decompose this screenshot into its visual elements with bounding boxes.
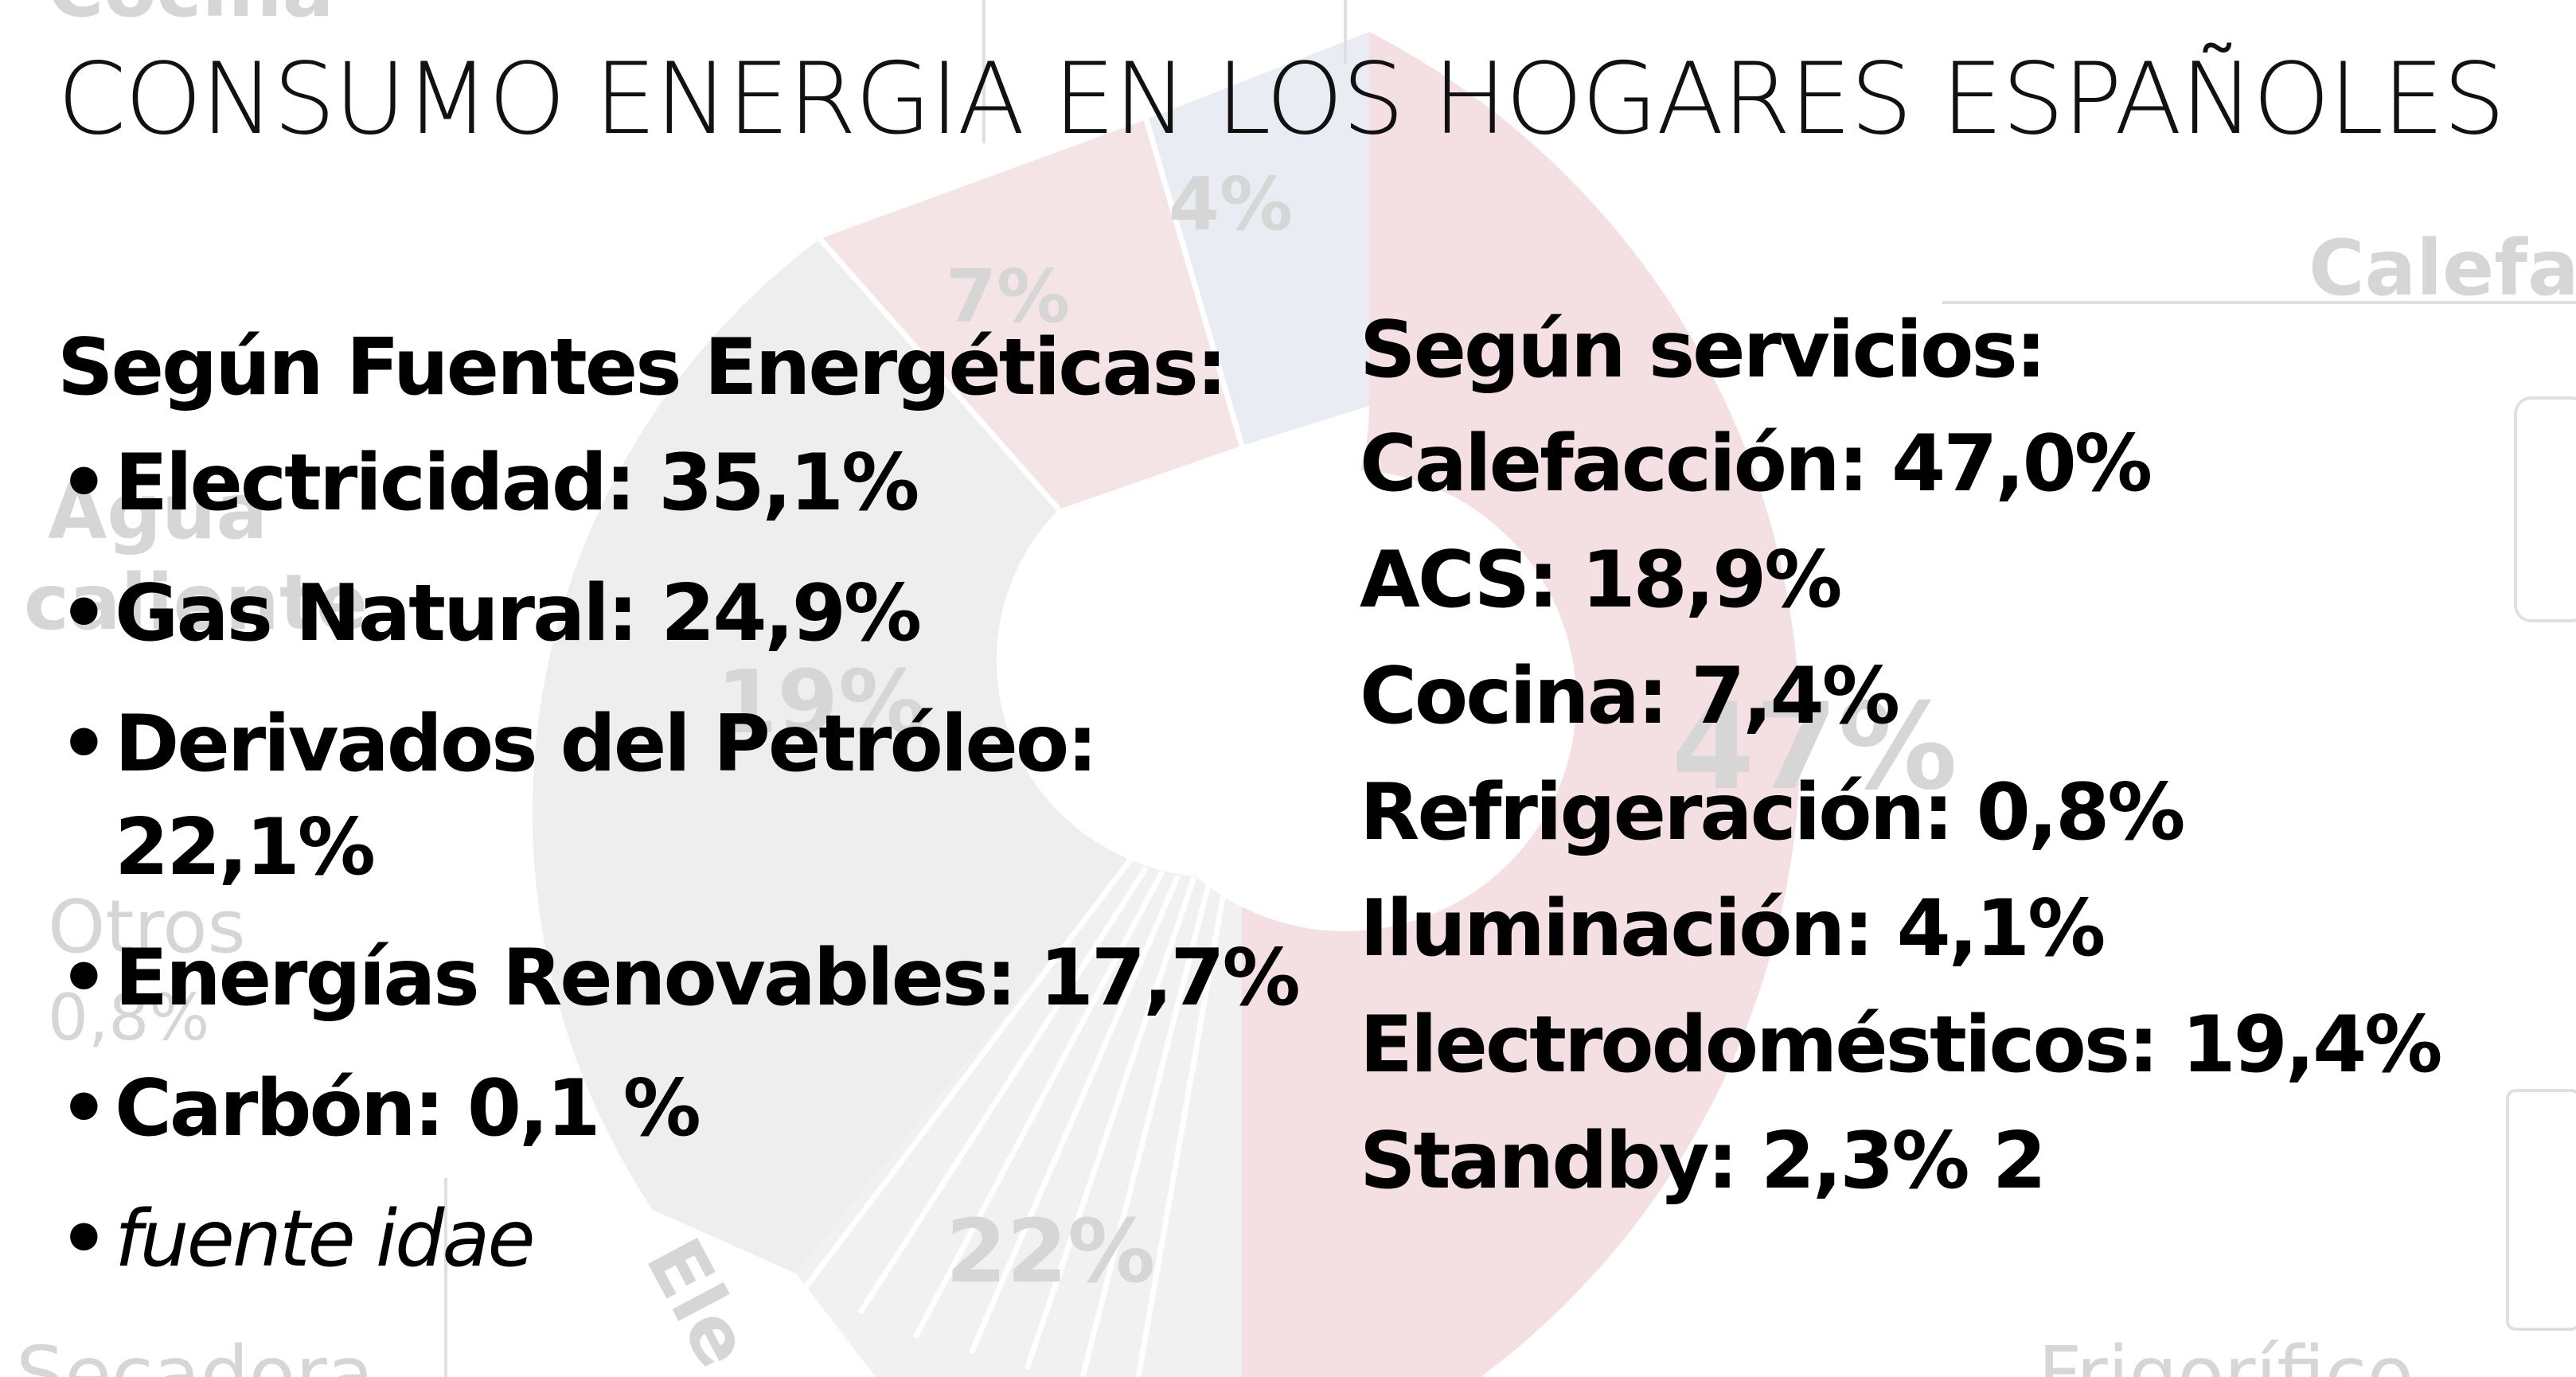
list-item: Iluminación: 4,1% xyxy=(1360,884,2106,974)
list-item: • Electricidad: 35,1% xyxy=(57,431,1299,535)
services-heading: Según servicios: xyxy=(1360,305,2047,396)
bg-label-cocina: Cocina xyxy=(48,0,334,34)
list-item-text: Gas Natural: 24,9% xyxy=(115,568,922,659)
source-note: fuente idae xyxy=(115,1194,536,1285)
list-item: Standby: 2,3% 2 xyxy=(1360,1116,2047,1207)
bullet-dot: • xyxy=(59,1194,109,1285)
bullet-dot: • xyxy=(59,438,109,529)
list-item-text: Energías Renovables: 17,7% xyxy=(115,933,1301,1024)
bullet-dot: • xyxy=(59,699,109,790)
bg-label-frigorifico: Frigorífico xyxy=(2038,1330,2414,1377)
list-item-text: Derivados del Petróleo: 22,1% xyxy=(115,699,1098,893)
list-item-text: Electricidad: 35,1% xyxy=(115,438,919,529)
sources-heading: Según Fuentes Energéticas: xyxy=(57,322,1228,413)
bg-label-agua: Agua xyxy=(48,467,267,556)
bg-label-calefa: Calefa xyxy=(2309,224,2576,313)
list-item: Electrodomésticos: 19,4% xyxy=(1360,1000,2442,1090)
list-item: • fuente idae xyxy=(57,1188,1299,1291)
list-item: • Derivados del Petróleo: 22,1% xyxy=(57,692,1299,899)
bg-label-22: 22% xyxy=(946,1200,1155,1302)
bg-label-7: 7% xyxy=(946,254,1070,339)
bg-label-19: 19% xyxy=(716,651,926,753)
list-item: • Energías Renovables: 17,7% xyxy=(57,926,1301,1030)
list-item: • Carbón: 0,1 % xyxy=(57,1057,1299,1161)
bg-label-caliente: caliente xyxy=(24,558,368,647)
slide-title: CONSUMO ENERGIA EN LOS HOGARES ESPAÑOLES xyxy=(57,42,2505,157)
bg-label-otros: Otros xyxy=(48,884,246,969)
list-item: Refrigeración: 0,8% xyxy=(1360,767,2185,858)
bullet-dot: • xyxy=(59,933,109,1024)
bullet-dot: • xyxy=(59,568,109,659)
bg-label-4: 4% xyxy=(1169,162,1293,247)
grey-sector xyxy=(532,239,1130,1274)
list-item-text: Carbón: 0,1 % xyxy=(115,1063,701,1154)
services-column: Según servicios: Calefacción: 47,0% ACS:… xyxy=(1360,295,2554,1219)
bg-label-08: 0,8% xyxy=(48,981,209,1055)
sources-list: • Electricidad: 35,1% • Gas Natural: 24,… xyxy=(57,431,1301,1291)
list-item: • Gas Natural: 24,9% xyxy=(57,562,1299,665)
blue-sector xyxy=(1146,32,1369,446)
bg-label-47: 47% xyxy=(1672,678,1957,817)
pink-sector xyxy=(820,119,1242,509)
bg-label-secadora: Secadora xyxy=(16,1330,374,1377)
list-item: Cocina: 7,4% xyxy=(1360,651,1900,742)
bullet-dot: • xyxy=(59,1063,109,1154)
list-item: Calefacción: 47,0% xyxy=(1360,419,2153,509)
sources-column: Según Fuentes Energéticas: • Electricida… xyxy=(57,312,1301,1291)
donut-hole xyxy=(1114,470,1576,931)
services-list: Calefacción: 47,0% ACS: 18,9% Cocina: 7,… xyxy=(1360,406,2554,1219)
list-item: ACS: 18,9% xyxy=(1360,535,1842,626)
